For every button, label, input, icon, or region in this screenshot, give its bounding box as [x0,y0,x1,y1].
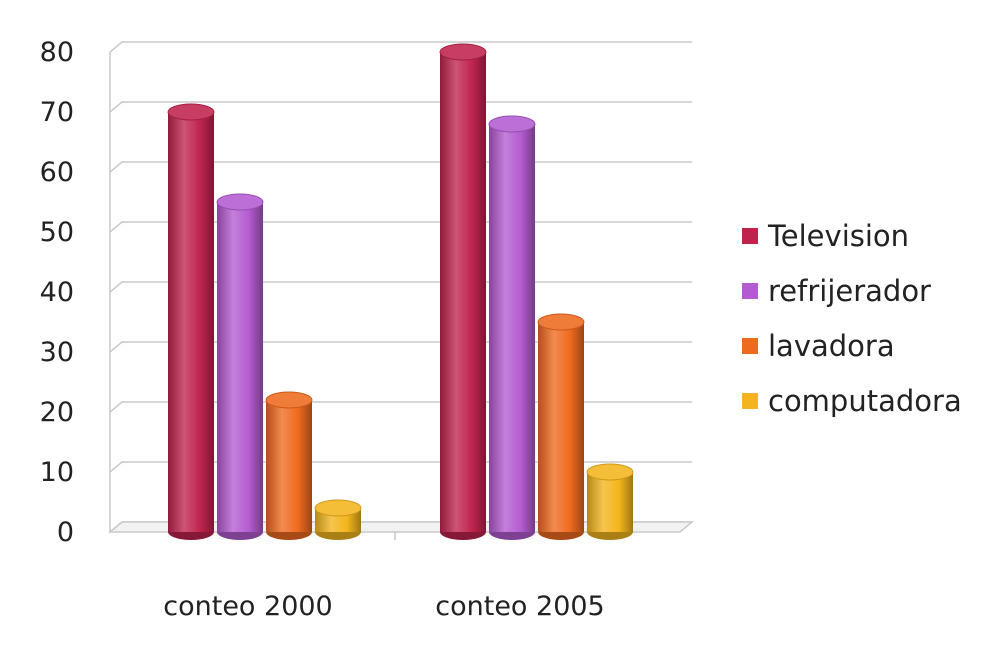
legend-label: computadora [768,384,962,418]
y-tick-label: 40 [40,277,74,308]
legend-label: Television [767,219,909,253]
bars [167,43,634,540]
bar-lavadora-conteo-2005 [537,313,585,540]
y-tick-label: 30 [40,337,74,368]
legend-swatch [742,283,758,299]
legend-item: Television [742,219,909,253]
grid-lines [109,41,692,533]
bar-computadora-conteo-2005 [586,463,634,540]
bar-television-conteo-2005 [439,43,487,540]
legend-item: lavadora [742,329,895,363]
y-tick-label: 80 [40,37,74,68]
legend-swatch [742,228,758,244]
x-category-label: conteo 2000 [163,591,333,622]
grid-line [109,101,692,113]
bar-refrijerador-conteo-2005 [488,115,536,540]
bar-refrijerador-conteo-2000 [216,193,264,540]
y-tick-label: 10 [40,457,74,488]
y-tick-label: 70 [40,97,74,128]
legend-item: refrijerador [742,274,931,308]
grid-line [109,41,692,53]
bar-television-conteo-2000 [167,103,215,540]
bar-computadora-conteo-2000 [314,499,362,540]
legend-swatch [742,338,758,354]
legend-label: lavadora [768,329,895,363]
y-axis-tick-labels: 0 10 20 30 40 50 60 70 80 [40,37,74,548]
x-axis-category-labels: conteo 2000 conteo 2005 [163,591,605,622]
legend-item: computadora [742,384,962,418]
y-tick-label: 0 [57,517,74,548]
legend-label: refrijerador [768,274,931,308]
y-tick-label: 50 [40,217,74,248]
legend: Television refrijerador lavadora computador… [742,219,962,418]
y-tick-label: 60 [40,157,74,188]
bar-lavadora-conteo-2000 [265,391,313,540]
legend-swatch [742,393,758,409]
y-tick-label: 20 [40,397,74,428]
x-category-label: conteo 2005 [435,591,605,622]
